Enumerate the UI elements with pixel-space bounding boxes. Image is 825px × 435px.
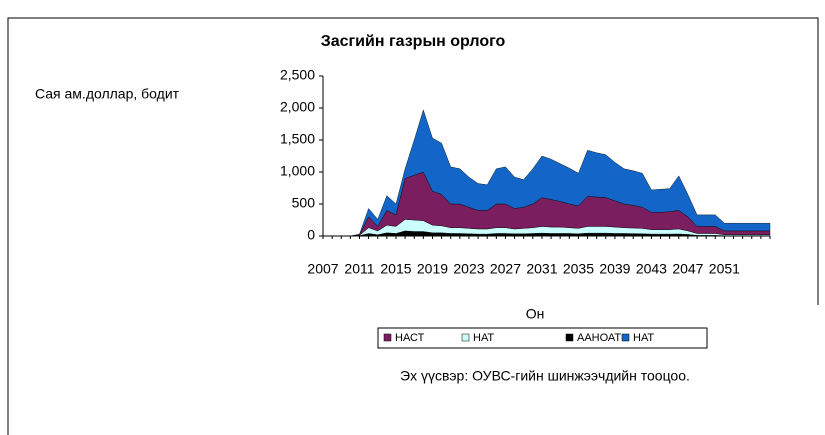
x-tick-label: 2047 [672,261,703,277]
x-tick-label: 2027 [490,261,521,277]
legend [377,327,708,349]
x-tick-label: 2043 [636,261,667,277]
y-axis-label: Сая ам.доллар, бодит [35,86,180,102]
y-tick-label: 2,000 [280,99,315,115]
legend-swatch [565,333,574,342]
x-tick-label: 2019 [417,261,448,277]
x-tick-label: 2039 [599,261,630,277]
legend-label: НАСТ [395,332,425,344]
y-tick-label: 1,000 [280,163,315,179]
y-tick-label: 2,500 [280,67,315,83]
y-tick-label: 0 [307,227,315,243]
legend-label: НАТ [633,332,654,344]
y-tick-label: 500 [292,195,316,211]
x-tick-label: 2011 [344,261,374,277]
x-tick-label: 2023 [453,261,484,277]
x-tick-label: 2007 [307,261,338,277]
x-axis-label: Он [526,306,545,322]
x-tick-label: 2015 [380,261,411,277]
legend-swatch [461,333,470,342]
chart-title: Засгийн газрын орлого [321,33,506,50]
legend-label: НАТ [473,332,494,344]
area [323,109,771,237]
legend-swatch [621,333,630,342]
frame [7,17,819,435]
source-note: Эх үүсвэр: ОУВС-гийн шинжээчдийн тооцоо. [400,368,690,384]
y-tick-label: 1,500 [280,131,315,147]
x-tick-label: 2035 [563,261,594,277]
x-tick-label: 2031 [526,261,557,277]
legend-swatch [383,333,392,342]
x-tick-label: 2051 [709,261,740,277]
legend-label: ААНОАТ [577,332,621,344]
